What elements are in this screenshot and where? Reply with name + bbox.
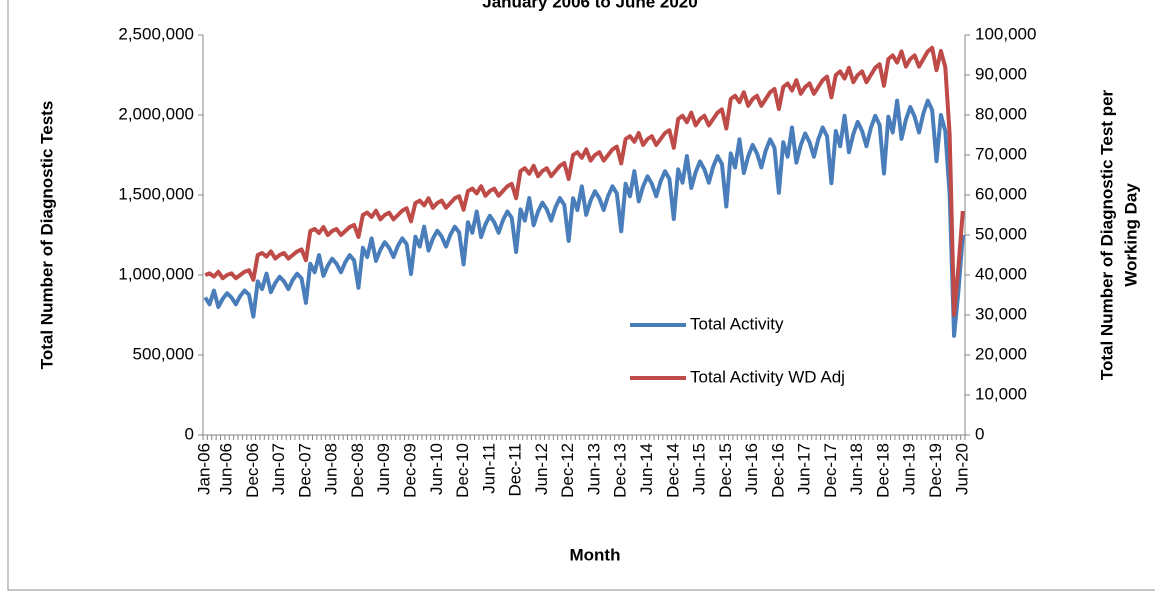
- y2-tick-label: 40,000: [975, 264, 1027, 283]
- x-tick-label: Jun-06: [217, 443, 236, 495]
- y2-tick-label: 90,000: [975, 64, 1027, 83]
- x-tick-label: Jan-06: [195, 443, 214, 495]
- y-tick-label: 1,000,000: [118, 264, 194, 283]
- x-tick-label: Jun-17: [795, 443, 814, 495]
- y2-tick-label: 10,000: [975, 384, 1027, 403]
- y-tick-label: 0: [185, 424, 194, 443]
- y-tick-label: 2,500,000: [118, 24, 194, 43]
- y2-tick-label: 20,000: [975, 344, 1027, 363]
- legend-label: Total Activity: [690, 314, 784, 333]
- x-tick-label: Dec-06: [243, 443, 262, 498]
- x-tick-label: Dec-09: [401, 443, 420, 498]
- x-tick-label: Dec-11: [506, 443, 525, 497]
- x-tick-label: Jun-14: [637, 443, 656, 495]
- x-tick-label: Jun-18: [847, 443, 866, 495]
- x-tick-label: Jun-08: [322, 443, 341, 495]
- y2-tick-label: 70,000: [975, 144, 1027, 163]
- x-tick-label: Dec-08: [348, 443, 367, 498]
- y2-tick-label: 60,000: [975, 184, 1027, 203]
- x-tick-label: Jun-19: [900, 443, 919, 495]
- x-tick-label: Dec-15: [716, 443, 735, 498]
- y2-tick-label: 30,000: [975, 304, 1027, 323]
- y-axis-title: Total Number of Diagnostic Tests: [37, 101, 56, 370]
- y2-axis-title: Total Number of Diagnostic Test per: [1097, 89, 1116, 380]
- x-tick-label: Jun-11: [479, 443, 498, 494]
- legend-label: Total Activity WD Adj: [690, 367, 845, 386]
- x-tick-label: Jun-16: [742, 443, 761, 495]
- y2-tick-label: 100,000: [975, 24, 1036, 43]
- x-tick-label: Jun-15: [690, 443, 709, 495]
- x-tick-label: Dec-16: [768, 443, 787, 498]
- x-tick-label: Dec-10: [453, 443, 472, 498]
- y-tick-label: 500,000: [133, 344, 194, 363]
- x-tick-label: Dec-17: [821, 443, 840, 498]
- chart-title: January 2006 to June 2020: [482, 0, 697, 11]
- y2-tick-label: 80,000: [975, 104, 1027, 123]
- y-tick-label: 1,500,000: [118, 184, 194, 203]
- x-tick-label: Jun-07: [269, 443, 288, 495]
- x-tick-label: Dec-13: [611, 443, 630, 498]
- x-tick-label: Dec-12: [558, 443, 577, 498]
- x-tick-label: Dec-18: [873, 443, 892, 498]
- x-tick-label: Jun-20: [952, 443, 971, 495]
- x-axis-title: Month: [570, 545, 621, 564]
- x-tick-label: Jun-12: [532, 443, 551, 495]
- y2-axis-title: Working Day: [1121, 183, 1140, 287]
- x-tick-label: Dec-19: [926, 443, 945, 498]
- chart-border: [7, 0, 1155, 591]
- series-line: [203, 98, 965, 338]
- x-tick-label: Jun-13: [584, 443, 603, 495]
- x-tick-label: Dec-07: [295, 443, 314, 498]
- y2-tick-label: 0: [975, 424, 984, 443]
- x-tick-label: Jun-09: [374, 443, 393, 495]
- x-tick-label: Dec-14: [663, 443, 682, 498]
- y-tick-label: 2,000,000: [118, 104, 194, 123]
- x-tick-label: Jun-10: [427, 443, 446, 495]
- y2-tick-label: 50,000: [975, 224, 1027, 243]
- series-line: [204, 45, 965, 317]
